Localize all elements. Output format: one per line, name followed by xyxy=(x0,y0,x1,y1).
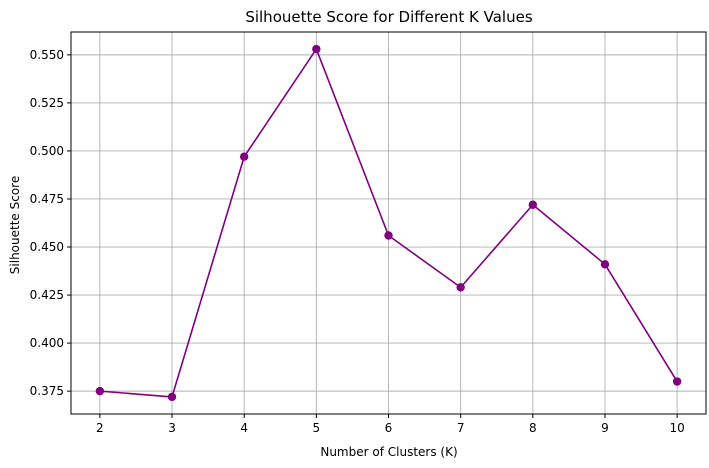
x-tick-label: 7 xyxy=(457,421,465,435)
x-tick-label: 6 xyxy=(385,421,393,435)
y-tick-label: 0.475 xyxy=(30,192,64,206)
x-tick-label: 4 xyxy=(240,421,248,435)
data-point xyxy=(528,200,538,209)
data-point xyxy=(312,44,321,54)
y-tick-label: 0.425 xyxy=(30,288,64,302)
chart-title: Silhouette Score for Different K Values xyxy=(245,8,533,26)
y-tick-label: 0.500 xyxy=(30,144,64,158)
y-axis-label: Silhouette Score xyxy=(8,176,22,274)
y-tick-label: 0.550 xyxy=(30,48,64,62)
data-point xyxy=(456,283,465,292)
y-tick-label: 0.525 xyxy=(30,96,64,110)
data-point xyxy=(384,231,393,240)
series-layer xyxy=(95,44,682,402)
axis-ticks: 2 3 4 5 6 7 8 9 10 0.375 0.400 0.425 0.450 0.475 0.500… xyxy=(30,48,685,435)
y-tick-label: 0.375 xyxy=(30,384,64,398)
x-tick-label: 2 xyxy=(96,421,104,435)
data-point xyxy=(167,392,177,402)
x-tick-label: 9 xyxy=(601,421,609,435)
y-tick-label: 0.400 xyxy=(30,336,64,350)
x-tick-label: 5 xyxy=(313,421,321,435)
data-point xyxy=(95,386,105,396)
y-tick-label: 0.450 xyxy=(30,240,64,254)
data-point xyxy=(239,152,249,161)
x-axis-label: Number of Clusters (K) xyxy=(320,445,457,459)
grid xyxy=(71,32,706,414)
x-tick-label: 10 xyxy=(669,421,684,435)
x-tick-label: 8 xyxy=(529,421,537,435)
data-point xyxy=(672,377,682,386)
x-tick-label: 3 xyxy=(168,421,176,435)
data-point xyxy=(600,260,610,269)
